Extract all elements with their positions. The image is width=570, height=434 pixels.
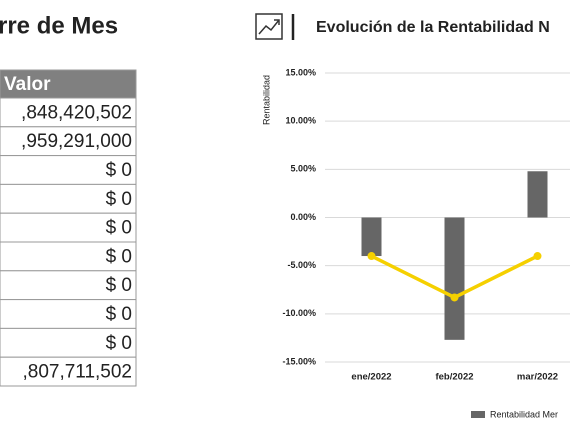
table-cell <box>0 270 137 301</box>
y-tick-label: 0.00% <box>290 212 316 222</box>
line-marker <box>450 293 459 302</box>
line-marker <box>367 252 376 261</box>
y-tick-label: 15.00% <box>285 67 316 77</box>
legend-swatch <box>471 411 485 418</box>
bar <box>361 217 382 257</box>
table-value: $ 0 <box>106 160 132 181</box>
table-header-bg <box>0 69 137 99</box>
line-marker <box>533 252 542 261</box>
x-tick-label: feb/2022 <box>435 372 473 383</box>
table-value: ,807,711,502 <box>22 362 132 383</box>
x-tick-label: mar/2022 <box>517 372 558 383</box>
table-value: ,848,420,502 <box>21 102 132 123</box>
table-cell <box>0 299 137 329</box>
table-cell <box>0 356 137 387</box>
y-tick-label: -5.00% <box>287 260 316 270</box>
y-tick-label: 5.00% <box>290 164 316 174</box>
table-cell <box>0 183 137 214</box>
table-value: $ 0 <box>106 246 132 267</box>
y-tick-label: -15.00% <box>282 356 316 366</box>
chart-icon <box>255 13 283 40</box>
table-header: Valor <box>4 74 51 95</box>
bar <box>444 217 465 340</box>
y-tick-label: -10.00% <box>282 308 316 318</box>
y-axis-label: Rentabilidad <box>261 75 271 125</box>
chart-title: Evolución de la Rentabilidad N <box>316 19 550 36</box>
table-value: $ 0 <box>106 304 132 325</box>
table-value: $ 0 <box>106 333 132 354</box>
table-cell <box>0 155 137 185</box>
table-value: $ 0 <box>106 218 132 239</box>
table-value: $ 0 <box>106 189 132 210</box>
table-cell <box>0 97 137 128</box>
bar <box>527 171 548 218</box>
table-title: rre de Mes <box>0 12 118 39</box>
y-tick-label: 10.00% <box>285 116 316 126</box>
table-value: ,959,291,000 <box>21 131 132 152</box>
legend-label: Rentabilidad Mer <box>490 409 558 419</box>
x-tick-label: ene/2022 <box>351 372 391 383</box>
table-value: $ 0 <box>106 275 132 296</box>
